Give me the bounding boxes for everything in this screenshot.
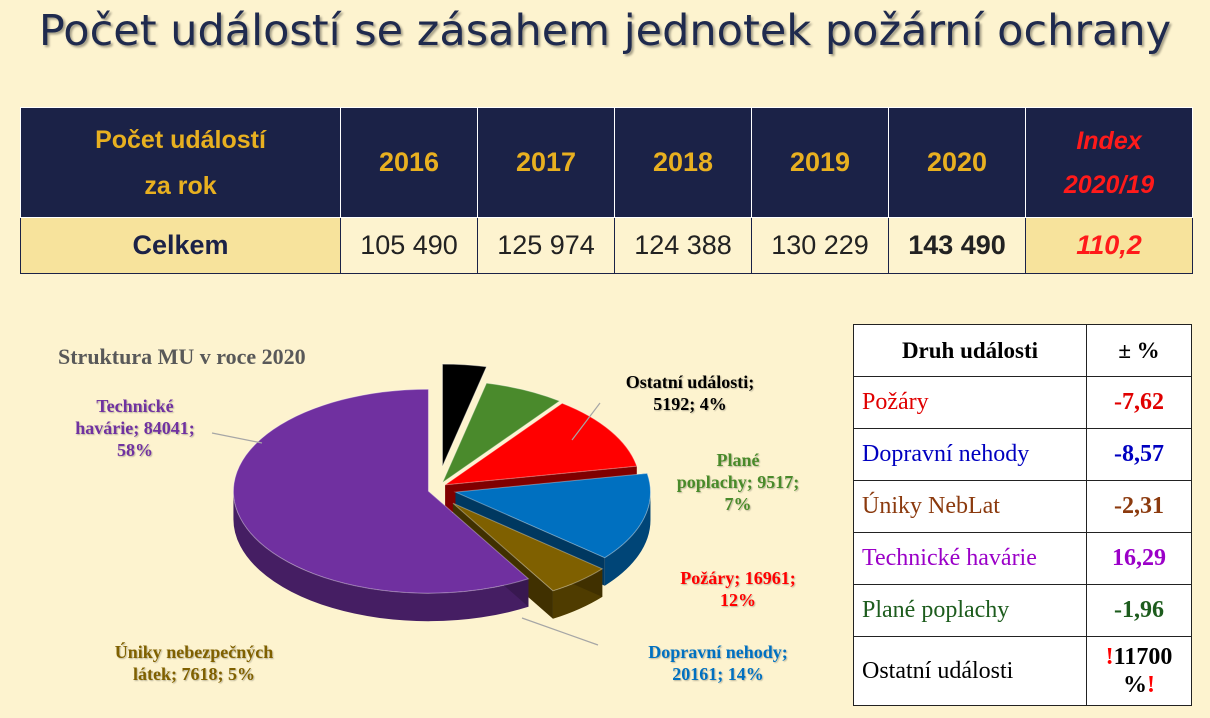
value-2020: 143 490 xyxy=(888,217,1026,274)
change-row-name: Úniky NebLat xyxy=(853,480,1087,533)
value-2017: 125 974 xyxy=(477,217,615,274)
pie-label-line: Technické xyxy=(96,396,173,416)
header-year-2016: 2016 xyxy=(340,107,478,218)
change-row-value: -1,96 xyxy=(1086,584,1192,637)
change-row-value: -7,62 xyxy=(1086,376,1192,429)
pie-slice xyxy=(452,502,604,592)
header-index-cell: Index 2020/19 xyxy=(1025,107,1193,218)
change-row-value: -2,31 xyxy=(1086,480,1192,533)
header-index-line-2: 2020/19 xyxy=(1063,170,1155,199)
pie-slice xyxy=(453,472,651,559)
pie-label-line: Požáry; 16961; xyxy=(680,568,795,588)
change-row: Technické havárie 16,29 xyxy=(853,532,1192,585)
change-row: Ostatní události !11700%! xyxy=(853,636,1192,706)
change-row-value: !11700%! xyxy=(1086,636,1192,706)
pie-leader-line xyxy=(211,432,263,444)
pie-label-line: 5192; 4% xyxy=(653,394,727,414)
pie-slice xyxy=(441,382,561,484)
pie-slice-side xyxy=(604,492,651,586)
pie-label-line: Úniky nebezpečných xyxy=(115,641,274,662)
pie-leader-line xyxy=(521,617,599,646)
change-row-value: -8,57 xyxy=(1086,428,1192,481)
chart-title: Struktura MU v roce 2020 xyxy=(58,344,306,369)
pie-label-line: Plané xyxy=(717,450,760,470)
pie-label: Úniky nebezpečných látek; 7618; 5% xyxy=(115,641,274,684)
value-2018: 124 388 xyxy=(614,217,752,274)
value-2016: 105 490 xyxy=(340,217,478,274)
pie-label-line: 20161; 14% xyxy=(672,664,764,684)
pie-label: Dopravní nehody; 20161; 14% xyxy=(648,642,788,684)
pie-slice xyxy=(443,402,638,486)
header-year-2019: 2019 xyxy=(751,107,889,218)
pie-slice-tops xyxy=(233,363,651,594)
change-table-header: Druh události ± % xyxy=(853,324,1192,377)
header-label-cell: Počet událostí za rok xyxy=(20,107,341,218)
change-row-name: Technické havárie xyxy=(853,532,1087,585)
pie-slice xyxy=(233,388,530,594)
change-row-name: Dopravní nehody xyxy=(853,428,1087,481)
header-label-line-1: Počet událostí xyxy=(95,125,266,154)
yearly-events-table: Počet událostí za rok 2016 2017 2018 201… xyxy=(20,107,1193,274)
pie-label-line: 12% xyxy=(720,590,756,610)
change-row-name: Požáry xyxy=(853,376,1087,429)
change-row-name: Plané poplachy xyxy=(853,584,1087,637)
header-year-2017: 2017 xyxy=(477,107,615,218)
pie-label: Plané poplachy; 9517; 7% xyxy=(677,450,800,514)
pie-label-line: 58% xyxy=(117,440,153,460)
pie-label-line: poplachy; 9517; xyxy=(677,472,800,492)
row-label-total: Celkem xyxy=(20,217,341,274)
change-row-name: Ostatní události xyxy=(853,636,1087,706)
pie-label-line: Ostatní události; xyxy=(626,372,755,392)
pie-label: Požáry; 16961; 12% xyxy=(680,568,795,610)
pie-label-line: havárie; 84041; xyxy=(75,418,194,438)
pie-slice xyxy=(441,363,488,467)
change-row: Dopravní nehody -8,57 xyxy=(853,428,1192,481)
pie-label: Ostatní události; 5192; 4% xyxy=(626,372,755,414)
page-title: Počet událostí se zásahem jednotek požár… xyxy=(38,6,1172,56)
header-index-line-1: Index xyxy=(1076,126,1142,155)
index-value: 110,2 xyxy=(1025,217,1193,274)
pie-labels: Ostatní události; 5192; 4% Plané poplachy; … xyxy=(75,372,799,684)
pie-slice-side xyxy=(233,491,529,622)
change-row: Požáry -7,62 xyxy=(853,376,1192,429)
value-2019: 130 229 xyxy=(751,217,889,274)
header-label-line-2: za rok xyxy=(144,171,217,200)
change-row-value: 16,29 xyxy=(1086,532,1192,585)
pie-leader-lines xyxy=(211,402,601,646)
change-row-value-line: !11700 xyxy=(1105,644,1173,670)
table-header-row: Počet událostí za rok 2016 2017 2018 201… xyxy=(20,107,1193,218)
table-row-total: Celkem 105 490 125 974 124 388 130 229 1… xyxy=(20,217,1193,274)
pie-leader-line xyxy=(571,402,601,441)
change-header-type: Druh události xyxy=(853,324,1087,377)
change-header-pct: ± % xyxy=(1086,324,1192,377)
change-table: Druh události ± % Požáry -7,62 Dopravní ne… xyxy=(853,324,1192,706)
header-year-2018: 2018 xyxy=(614,107,752,218)
pie-label-line: Dopravní nehody; xyxy=(648,642,788,662)
pie-label-line: látek; 7618; 5% xyxy=(133,664,255,684)
pie-label: Technické havárie; 84041; 58% xyxy=(75,396,194,460)
change-row: Úniky NebLat -2,31 xyxy=(853,480,1192,533)
pie-chart: Struktura MU v roce 2020 Ostatní událost… xyxy=(58,344,799,684)
pie-label-line: 7% xyxy=(725,494,752,514)
change-row-value-line: %! xyxy=(1123,672,1155,698)
change-row: Plané poplachy -1,96 xyxy=(853,584,1192,637)
header-year-2020: 2020 xyxy=(888,107,1026,218)
